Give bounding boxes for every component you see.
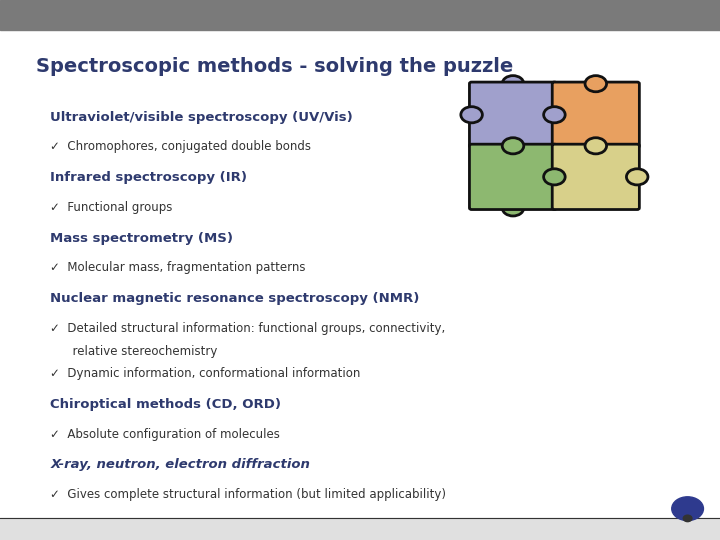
Circle shape <box>672 497 703 521</box>
Text: Advanced Spectroscopy 2014/2015: Advanced Spectroscopy 2014/2015 <box>94 525 253 534</box>
Text: ✓  Detailed structural information: functional groups, connectivity,: ✓ Detailed structural information: funct… <box>50 322 446 335</box>
Text: UNIVERSITY OF COPENHAGEN: UNIVERSITY OF COPENHAGEN <box>14 10 143 19</box>
Circle shape <box>461 107 482 123</box>
Text: Infrared spectroscopy (IR): Infrared spectroscopy (IR) <box>50 171 248 184</box>
Bar <box>0 0 720 30</box>
Text: ✓  Gives complete structural information (but limited applicability): ✓ Gives complete structural information … <box>50 488 446 501</box>
Circle shape <box>503 76 523 92</box>
Text: X-ray, neutron, electron diffraction: X-ray, neutron, electron diffraction <box>50 458 310 471</box>
Text: Dias 16: Dias 16 <box>14 525 48 534</box>
FancyBboxPatch shape <box>469 144 557 210</box>
Text: ✓  Functional groups: ✓ Functional groups <box>50 201 173 214</box>
Bar <box>0 518 720 540</box>
Text: Mass spectrometry (MS): Mass spectrometry (MS) <box>50 232 233 245</box>
FancyBboxPatch shape <box>469 82 557 147</box>
Text: Nuclear magnetic resonance spectroscopy (NMR): Nuclear magnetic resonance spectroscopy … <box>50 292 420 305</box>
Circle shape <box>585 138 606 154</box>
Text: ✓  Absolute configuration of molecules: ✓ Absolute configuration of molecules <box>50 428 280 441</box>
Circle shape <box>544 169 565 185</box>
Circle shape <box>585 76 606 92</box>
Circle shape <box>503 200 523 216</box>
Circle shape <box>544 107 565 123</box>
Circle shape <box>626 169 648 185</box>
FancyBboxPatch shape <box>552 82 639 147</box>
FancyBboxPatch shape <box>552 144 639 210</box>
Text: ✓  Dynamic information, conformational information: ✓ Dynamic information, conformational in… <box>50 367 361 380</box>
Circle shape <box>683 515 692 522</box>
Text: relative stereochemistry: relative stereochemistry <box>50 345 217 357</box>
Text: ✓  Molecular mass, fragmentation patterns: ✓ Molecular mass, fragmentation patterns <box>50 261 306 274</box>
Text: Chiroptical methods (CD, ORD): Chiroptical methods (CD, ORD) <box>50 398 282 411</box>
Circle shape <box>503 138 523 154</box>
Text: Ultraviolet/visible spectroscopy (UV/Vis): Ultraviolet/visible spectroscopy (UV/Vis… <box>50 111 353 124</box>
Text: ✓  Chromophores, conjugated double bonds: ✓ Chromophores, conjugated double bonds <box>50 140 311 153</box>
Text: Spectroscopic methods - solving the puzzle: Spectroscopic methods - solving the puzz… <box>36 57 513 76</box>
